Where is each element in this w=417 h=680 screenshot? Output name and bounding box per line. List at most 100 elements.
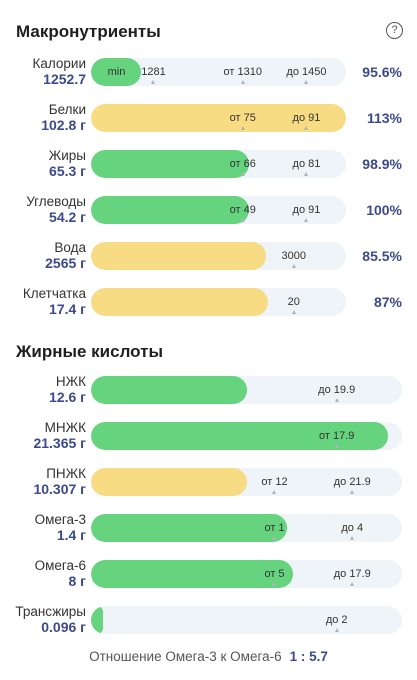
macro-norm-tick (291, 264, 296, 268)
fatty-progress-track: от 12 до 21.9 (91, 468, 402, 496)
fatty-row: Омега-3 1.4 г от 1 до 4 (0, 512, 417, 558)
macro-norm-mark: 1281 (141, 66, 166, 78)
macro-percent: 100% (366, 202, 402, 218)
macro-amount: 17.4 г (49, 301, 86, 317)
macro-norm-tick (151, 80, 156, 84)
fatty-progress-fill (91, 376, 247, 404)
fatty-progress-fill (91, 468, 247, 496)
macro-progress-fill (91, 288, 269, 316)
macro-percent: 98.9% (362, 156, 402, 172)
fatty-norm-mark: до 21.9 (333, 476, 371, 488)
fatty-row: НЖК 12.6 г до 19.9 (0, 374, 417, 420)
macro-progress-track: от 75 до 91 (91, 104, 346, 132)
fatty-label: Трансжиры (15, 604, 86, 619)
fatty-progress-fill (91, 560, 294, 588)
fatty-norm-mark: от 12 (261, 476, 288, 488)
macro-norm-tick (240, 172, 245, 176)
macro-norm-tick (304, 172, 309, 176)
fatty-amount: 21.365 г (33, 435, 86, 451)
macro-row: Вода 2565 г 3000 85.5% (0, 240, 417, 286)
macro-progress-track: от 49 до 91 (91, 196, 346, 224)
fatty-label: Омега-3 (34, 512, 86, 527)
macronutrients-title: Макронутриенты (16, 22, 161, 41)
macro-norm-tick (304, 218, 309, 222)
macro-amount: 1252.7 (43, 71, 86, 87)
macro-amount: 54.2 г (49, 209, 86, 225)
fatty-amount: 12.6 г (49, 389, 86, 405)
macro-norm-mark: min (107, 66, 126, 78)
macro-norm-tick (304, 126, 309, 130)
macro-norm-mark: до 91 (292, 204, 321, 216)
macro-label: Калории (32, 56, 87, 71)
macro-norm-mark: от 66 (229, 158, 256, 170)
fatty-progress-track: от 17.9 (91, 422, 402, 450)
fatty-label: ПНЖК (46, 466, 86, 481)
macro-progress-track: 3000 (91, 242, 346, 270)
macro-label: Белки (48, 102, 86, 117)
macro-row: Углеводы 54.2 г от 49 до 91 100% (0, 194, 417, 240)
macro-progress-fill (91, 242, 266, 270)
macro-norm-tick (304, 80, 309, 84)
fatty-norm-tick (350, 490, 355, 494)
macro-label: Углеводы (26, 194, 86, 209)
fatty-norm-mark: от 1 (264, 522, 285, 534)
macro-progress-track: от 66 до 81 (91, 150, 346, 178)
fatty-norm-tick (350, 582, 355, 586)
fatty-progress-track: до 19.9 (91, 376, 402, 404)
macro-percent: 87% (373, 294, 402, 310)
fatty-norm-mark: до 4 (341, 522, 364, 534)
fatty-progress-track: до 2 (91, 606, 402, 634)
fatty-norm-mark: от 5 (264, 568, 285, 580)
fatty-progress-track: от 5 до 17.9 (91, 560, 402, 588)
macro-progress-fill (91, 104, 346, 132)
macro-norm-tick (240, 80, 245, 84)
fatty-norm-tick (272, 490, 277, 494)
fatty-row: ПНЖК 10.307 г от 12 до 21.9 (0, 466, 417, 512)
fatty-norm-mark: до 19.9 (318, 384, 356, 396)
macro-norm-mark: от 75 (229, 112, 256, 124)
help-icon[interactable]: ? (386, 22, 403, 39)
fatty-norm-tick (272, 582, 277, 586)
omega-ratio: Отношение Омега-3 к Омега-6 1 : 5.7 (0, 649, 417, 664)
fatty-row: Омега-6 8 г от 5 до 17.9 (0, 558, 417, 604)
fatty-label: НЖК (55, 374, 86, 389)
macro-progress-track: 20 (91, 288, 346, 316)
fatty-norm-tick (334, 628, 339, 632)
fatty-row: Трансжиры 0.096 г до 2 (0, 604, 417, 650)
fatty-norm-mark: до 17.9 (333, 568, 371, 580)
fatty-norm-tick (272, 536, 277, 540)
macro-label: Клетчатка (22, 286, 86, 301)
macro-norm-tick (240, 218, 245, 222)
macro-norm-mark: от 1310 (223, 66, 262, 78)
macro-norm-mark: 3000 (281, 250, 306, 262)
fatty-label: Омега-6 (34, 558, 86, 573)
macro-label: Вода (54, 240, 86, 255)
macro-progress-fill (91, 150, 250, 178)
fatty-progress-fill (91, 514, 287, 542)
macro-amount: 65.3 г (49, 163, 86, 179)
omega-ratio-label: Отношение Омега-3 к Омега-6 (89, 649, 282, 664)
fatty-amount: 0.096 г (41, 619, 86, 635)
macro-norm-tick (240, 126, 245, 130)
macro-row: Жиры 65.3 г от 66 до 81 98.9% (0, 148, 417, 194)
fatty-norm-tick (350, 536, 355, 540)
fatty-norm-tick (334, 444, 339, 448)
macro-row: Клетчатка 17.4 г 20 87% (0, 286, 417, 332)
macro-progress-fill (91, 58, 141, 86)
macro-label: Жиры (48, 148, 86, 163)
fatty-acids-title: Жирные кислоты (16, 342, 163, 361)
macro-percent: 85.5% (362, 248, 402, 264)
fatty-norm-tick (334, 398, 339, 402)
macro-norm-mark: до 1450 (286, 66, 327, 78)
fatty-progress-fill (91, 606, 104, 634)
omega-ratio-value: 1 : 5.7 (289, 649, 328, 664)
macro-amount: 102.8 г (41, 117, 86, 133)
macro-norm-tick (291, 310, 296, 314)
macro-row: Калории 1252.7 min 1281 от 1310 до 1450 95.6% (0, 56, 417, 102)
fatty-progress-track: от 1 до 4 (91, 514, 402, 542)
macro-norm-mark: до 81 (292, 158, 321, 170)
macro-norm-mark: от 49 (229, 204, 256, 216)
fatty-row: МНЖК 21.365 г от 17.9 (0, 420, 417, 466)
fatty-amount: 8 г (68, 573, 86, 589)
fatty-norm-mark: до 2 (325, 614, 348, 626)
